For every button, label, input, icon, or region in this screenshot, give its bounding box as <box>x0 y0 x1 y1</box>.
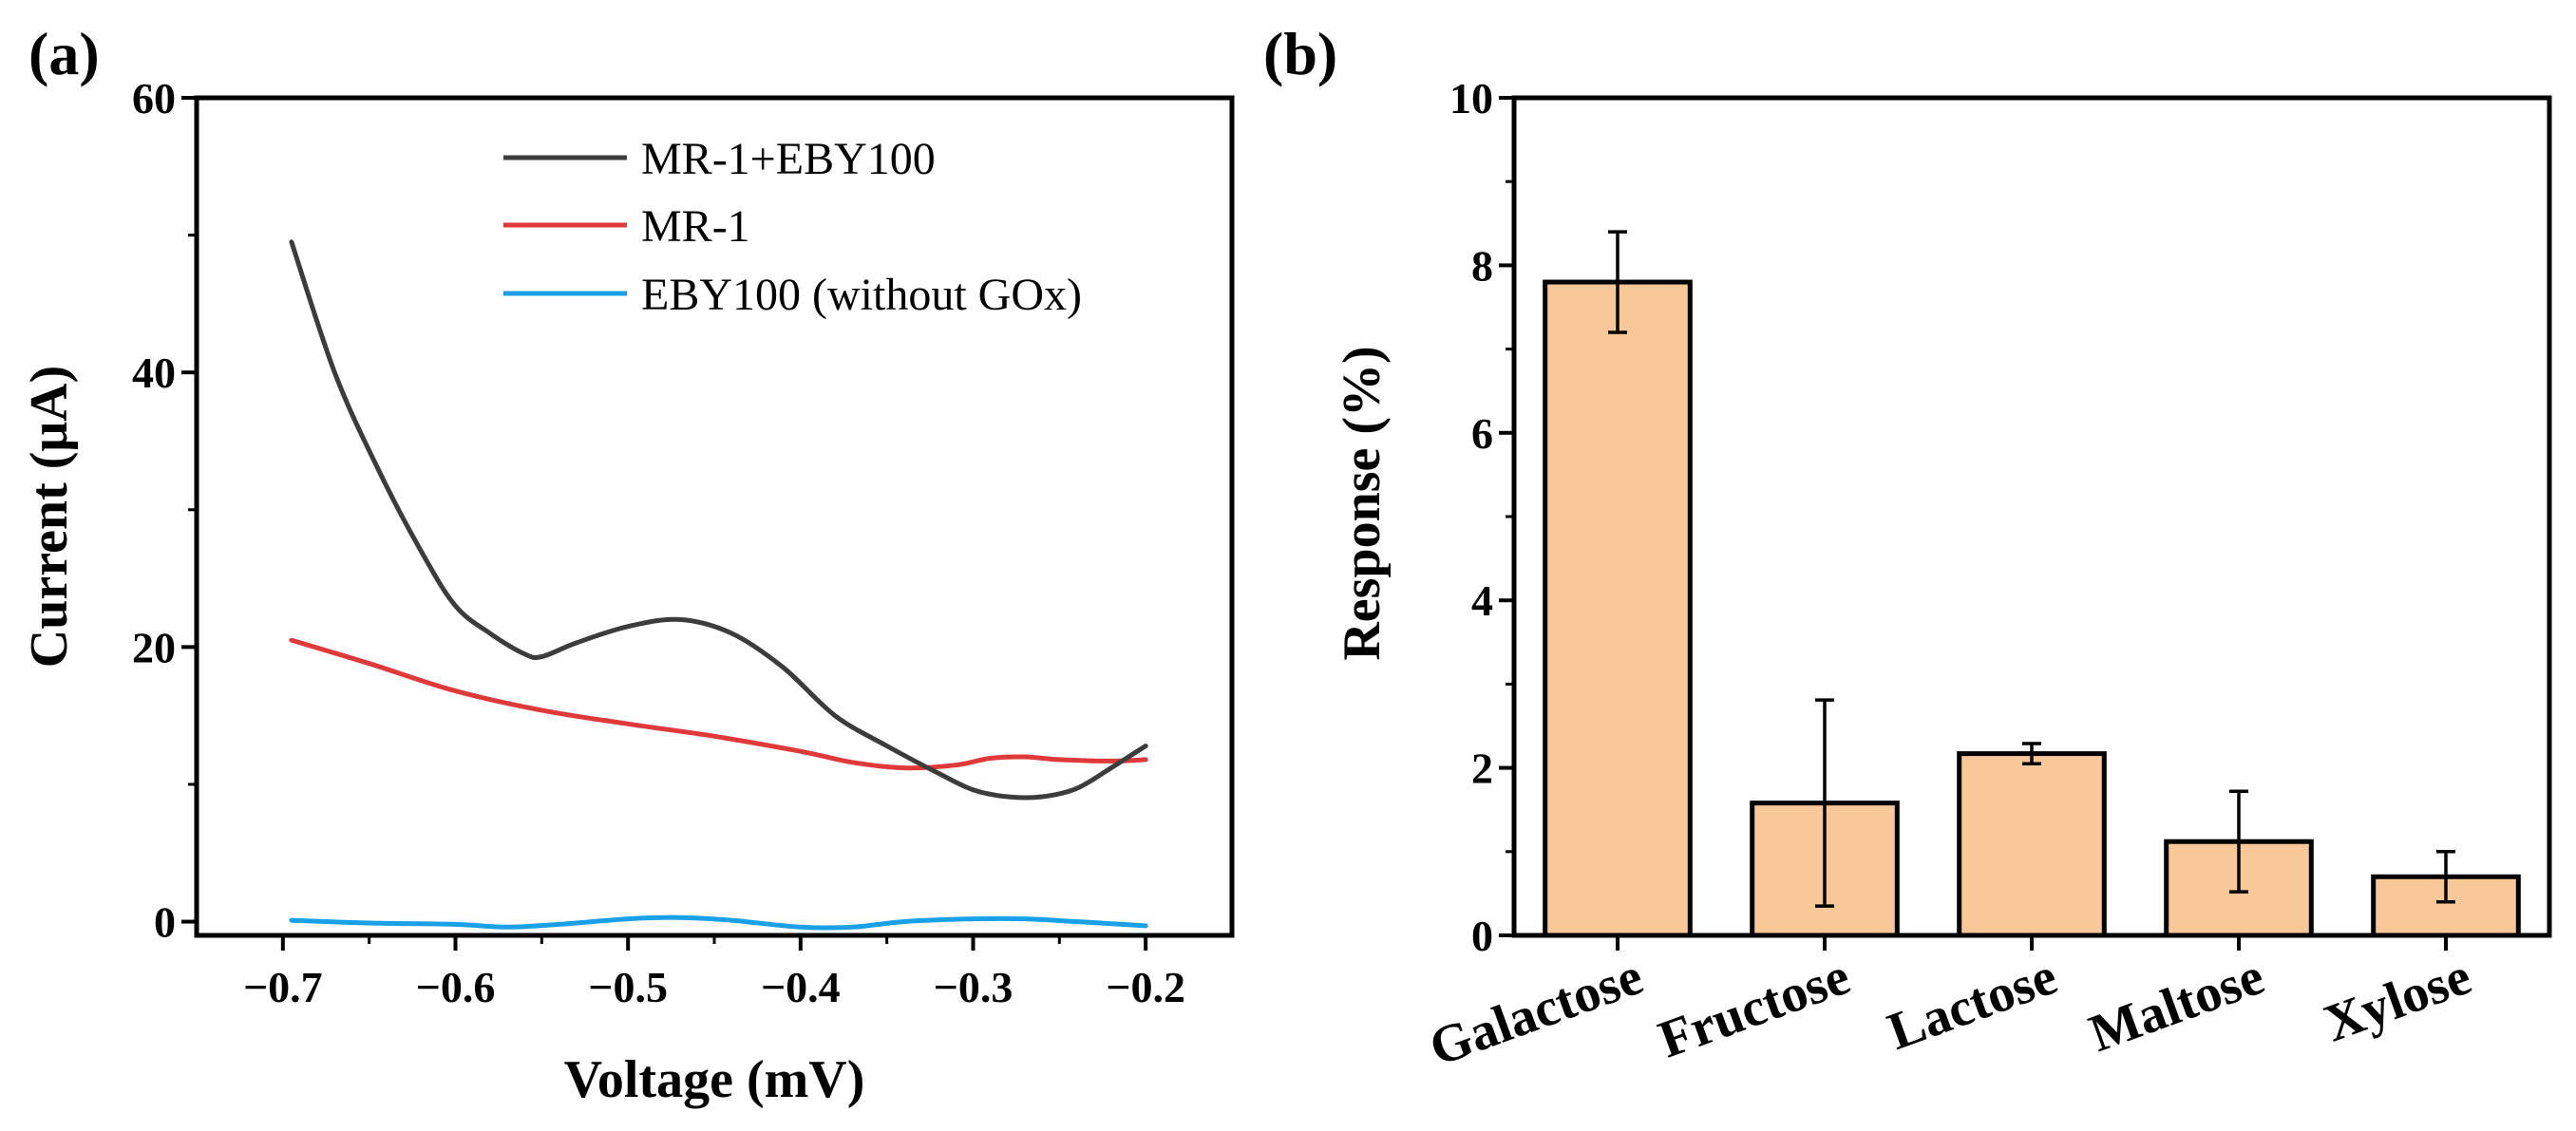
legend-label-eby100: EBY100 (without GOx) <box>641 270 1082 320</box>
panel-b-y-axis-title: Response (%) <box>1333 346 1392 660</box>
series-line-eby100-without-gox <box>289 914 1148 931</box>
legend-label-mr1-eby100: MR-1+EBY100 <box>641 134 936 184</box>
panel-a-y-ticks: 0 20 40 60 <box>132 74 197 947</box>
panel-a-series <box>289 239 1148 931</box>
y-tick-label: 60 <box>132 74 176 123</box>
bar-galactose <box>1543 279 1693 938</box>
y-tick-label: 4 <box>1471 576 1493 625</box>
panel-a-label: (a) <box>28 20 100 87</box>
x-tick-label: −0.7 <box>243 963 323 1011</box>
x-tick-label: −0.5 <box>588 963 668 1011</box>
x-tick-label: −0.4 <box>761 963 841 1011</box>
y-tick-label: 2 <box>1471 745 1493 793</box>
y-tick-label: 0 <box>154 898 176 947</box>
y-tick-label: 20 <box>132 623 176 671</box>
series-line-mr-1 <box>289 637 1148 771</box>
y-tick-label: 8 <box>1471 241 1493 290</box>
series-line-mr-1-eby100 <box>289 239 1148 801</box>
panel-a-line-chart: (a) −0.7 −0.6 −0.5 −0.4 −0.3 −0.2 0 20 40 60 Vol… <box>20 20 1235 1109</box>
y-tick-label: 40 <box>132 349 176 397</box>
y-tick-label: 0 <box>1471 912 1493 960</box>
bar-lactose <box>1957 751 2107 938</box>
y-tick-label: 6 <box>1471 409 1493 458</box>
panel-a-x-axis-title: Voltage (mV) <box>564 1050 865 1109</box>
y-tick-label: 10 <box>1449 74 1493 123</box>
panel-a-x-ticks: −0.7 −0.6 −0.5 −0.4 −0.3 −0.2 <box>243 935 1185 1011</box>
x-tick-label: −0.6 <box>416 963 496 1011</box>
panel-a-y-axis-title: Current (μA) <box>20 366 79 668</box>
panel-b-bars <box>1543 230 2521 938</box>
x-tick-label: −0.3 <box>934 963 1013 1011</box>
panel-b-y-ticks: 0 2 4 6 8 10 <box>1449 74 1514 960</box>
panel-b-label: (b) <box>1263 20 1337 87</box>
x-tick-label: −0.2 <box>1106 963 1185 1011</box>
panel-a-legend: MR-1+EBY100 MR-1 EBY100 (without GOx) <box>503 134 1082 320</box>
legend-label-mr1: MR-1 <box>641 201 750 252</box>
